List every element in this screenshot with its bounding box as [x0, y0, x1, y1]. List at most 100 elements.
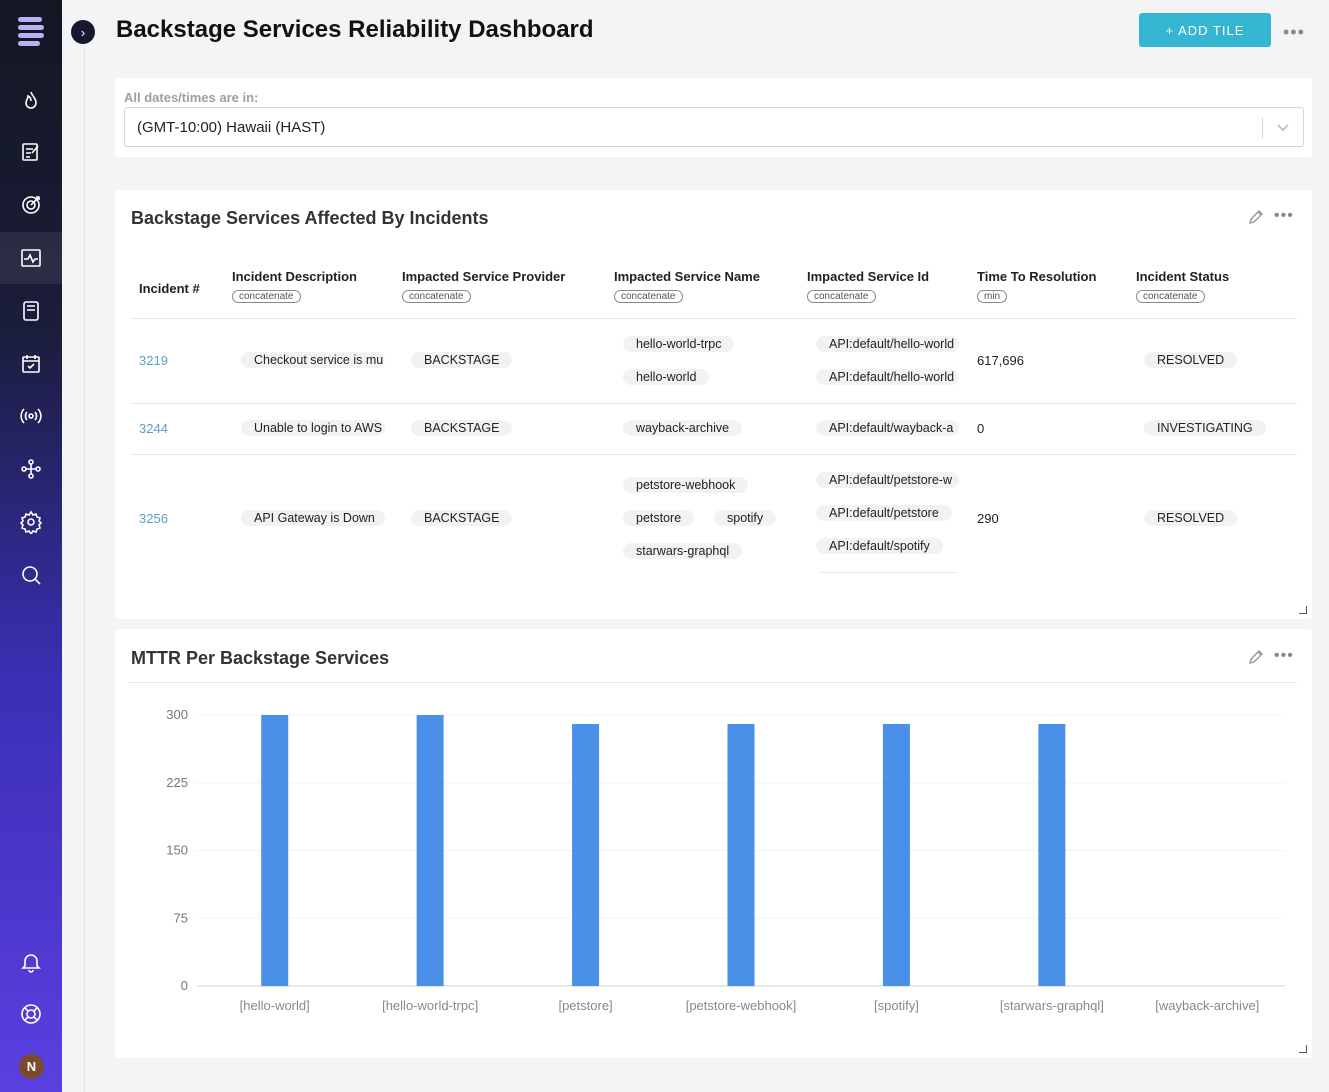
y-tick-label: 0: [181, 978, 188, 993]
sidebar: N: [0, 0, 62, 1092]
x-tick-label: [wayback-archive]: [1155, 998, 1259, 1013]
incidents-table-card: Backstage Services Affected By Incidents…: [115, 190, 1312, 619]
timezone-card: All dates/times are in: (GMT-10:00) Hawa…: [115, 78, 1312, 157]
column-header-ttr[interactable]: Time To Resolution: [977, 269, 1097, 284]
sidebar-item-search[interactable]: [0, 549, 62, 601]
sidebar-item-help[interactable]: [0, 988, 62, 1040]
incident-link[interactable]: 3219: [139, 353, 168, 368]
service-name-chip: petstore: [623, 510, 695, 526]
sidebar-item-schedules[interactable]: [0, 338, 62, 390]
column-tag: min: [977, 290, 1008, 303]
sidebar-item-teams[interactable]: [0, 443, 62, 495]
column-header-incident-number[interactable]: Incident #: [139, 281, 200, 296]
column-header-status[interactable]: Incident Status: [1136, 269, 1230, 284]
x-tick-label: [starwars-graphql]: [1000, 998, 1104, 1013]
book-icon: [23, 301, 39, 321]
service-name-chip: hello-world: [623, 369, 710, 385]
service-name-chip: wayback-archive: [623, 420, 743, 436]
incident-link[interactable]: 3256: [139, 511, 168, 526]
target-icon: [22, 196, 40, 214]
incident-link[interactable]: 3244: [139, 421, 168, 436]
edit-pencil-icon[interactable]: [1247, 208, 1265, 226]
y-tick-label: 300: [166, 707, 188, 722]
bar: [727, 724, 755, 986]
description-chip: Checkout service is mu: [241, 352, 385, 368]
column-header-service-id[interactable]: Impacted Service Id: [807, 269, 930, 284]
table-header-divider: [131, 318, 1297, 319]
page-title: Backstage Services Reliability Dashboard: [116, 16, 594, 43]
sidebar-item-notifications[interactable]: [0, 936, 62, 988]
column-header-provider[interactable]: Impacted Service Provider: [402, 269, 566, 284]
logo-icon[interactable]: [14, 14, 48, 48]
add-tile-button[interactable]: + ADD TILE: [1139, 13, 1271, 47]
sidebar-item-settings[interactable]: [0, 496, 62, 548]
x-tick-label: [petstore]: [558, 998, 612, 1013]
sidebar-item-postmortems[interactable]: [0, 126, 62, 178]
bell-icon: [21, 954, 41, 973]
status-badge: INVESTIGATING: [1144, 420, 1266, 436]
timezone-value: (GMT-10:00) Hawaii (HAST): [137, 118, 326, 136]
avatar[interactable]: N: [19, 1054, 44, 1079]
description-chip: Unable to login to AWS: [241, 420, 385, 436]
calendar-check-icon: [22, 355, 40, 373]
edit-pencil-icon[interactable]: [1247, 648, 1265, 666]
resize-handle[interactable]: [1299, 606, 1307, 614]
provider-chip: BACKSTAGE: [411, 420, 513, 436]
cell-scroll-indicator[interactable]: [820, 572, 958, 573]
row-divider: [131, 454, 1297, 455]
card-more-menu-icon[interactable]: •••: [1274, 207, 1294, 224]
column-header-service-name[interactable]: Impacted Service Name: [614, 269, 760, 284]
bar: [416, 715, 444, 986]
select-separator: [1262, 117, 1263, 139]
ttr-value: 290: [977, 511, 999, 526]
card-more-menu-icon[interactable]: •••: [1274, 647, 1294, 664]
chevron-down-icon[interactable]: [1276, 120, 1290, 134]
mttr-chart-title: MTTR Per Backstage Services: [131, 648, 390, 668]
provider-chip: BACKSTAGE: [411, 510, 513, 526]
y-tick-label: 150: [166, 843, 188, 858]
column-tag: concatenate: [402, 290, 471, 303]
search-icon: [22, 566, 41, 585]
sidebar-item-runbooks[interactable]: [0, 285, 62, 337]
service-id-chip: API:default/hello-world: [816, 336, 959, 352]
provider-chip: BACKSTAGE: [411, 352, 513, 368]
service-id-chip: API:default/spotify: [816, 538, 943, 554]
mttr-chart-card: MTTR Per Backstage Services ••• 0 75 150 22…: [115, 629, 1312, 1058]
column-tag: concatenate: [614, 290, 683, 303]
column-tag: concatenate: [232, 290, 301, 303]
x-tick-label: [hello-world]: [240, 998, 310, 1013]
timezone-select[interactable]: (GMT-10:00) Hawaii (HAST): [124, 107, 1304, 147]
service-name-chip: spotify: [714, 510, 777, 526]
column-tag: concatenate: [807, 290, 876, 303]
resize-handle[interactable]: [1299, 1045, 1307, 1053]
bar: [882, 724, 910, 986]
sidebar-item-goals[interactable]: [0, 179, 62, 231]
ttr-value: 0: [977, 421, 985, 436]
page-more-menu-icon[interactable]: •••: [1283, 22, 1305, 42]
column-header-description[interactable]: Incident Description: [232, 269, 357, 284]
broadcast-icon: [20, 408, 42, 424]
x-tick-label: [spotify]: [874, 998, 919, 1013]
sidebar-item-dashboards[interactable]: [0, 232, 62, 284]
service-id-chip: API:default/petstore: [816, 505, 952, 521]
sidebar-item-status[interactable]: [0, 390, 62, 442]
lifebuoy-icon: [21, 1004, 41, 1024]
ttr-value: 617,696: [977, 353, 1024, 368]
edit-note-icon: [22, 143, 39, 161]
org-chart-icon: [21, 459, 41, 479]
y-tick-label: 225: [166, 775, 188, 790]
incidents-table-title: Backstage Services Affected By Incidents: [131, 208, 489, 228]
service-id-chip: API:default/wayback-a: [816, 420, 959, 436]
service-id-chip: API:default/petstore-w: [816, 472, 959, 488]
x-tick-label: [petstore-webhook]: [686, 998, 797, 1013]
mttr-bar-chart: 0 75 150 225 300 [hello-world] [hello-world-tr…: [166, 707, 1285, 1013]
sidebar-item-incidents[interactable]: [0, 75, 62, 127]
fire-icon: [25, 91, 37, 109]
gear-icon: [19, 510, 43, 534]
sidebar-expand-button[interactable]: ›: [71, 20, 95, 44]
bar: [261, 715, 289, 986]
description-chip: API Gateway is Down: [241, 510, 385, 526]
content-divider: [84, 44, 85, 1092]
chart-header-divider: [129, 682, 1297, 683]
chevron-right-icon: ›: [80, 24, 86, 40]
